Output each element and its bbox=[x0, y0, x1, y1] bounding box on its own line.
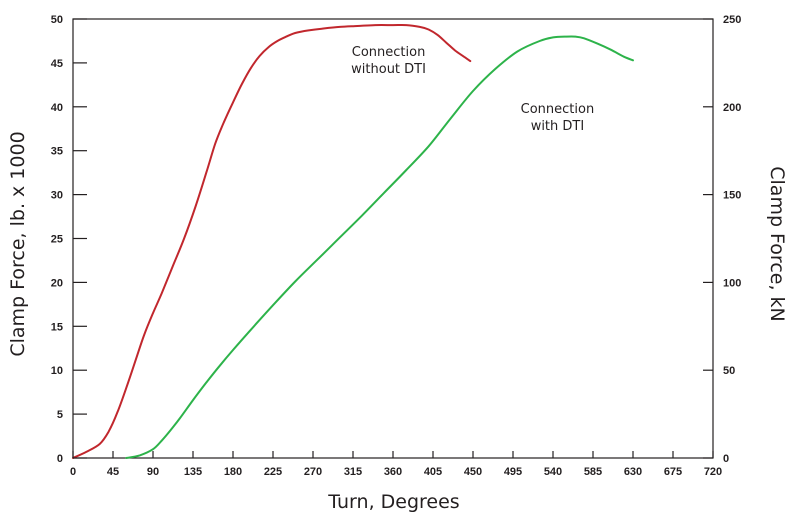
y-right-tick-label: 200 bbox=[723, 102, 741, 114]
x-tick-label: 720 bbox=[704, 466, 722, 478]
y-left-tick-label: 25 bbox=[51, 234, 63, 246]
y-left-tick-label: 50 bbox=[51, 14, 63, 26]
annotation-with-dti: Connection bbox=[521, 102, 595, 117]
y-left-tick-label: 35 bbox=[51, 146, 63, 158]
y-left-tick-label: 10 bbox=[51, 365, 63, 377]
y-right-tick-label: 100 bbox=[723, 277, 741, 289]
x-tick-label: 90 bbox=[147, 466, 159, 478]
annotation-with-dti: with DTI bbox=[531, 119, 585, 134]
x-tick-label: 315 bbox=[344, 466, 362, 478]
y-left-axis-title: Clamp Force, lb. x 1000 bbox=[7, 131, 29, 356]
x-tick-label: 180 bbox=[224, 466, 242, 478]
x-tick-label: 675 bbox=[664, 466, 682, 478]
y-right-tick-label: 50 bbox=[723, 365, 735, 377]
y-left-tick-label: 5 bbox=[57, 409, 63, 421]
x-tick-label: 630 bbox=[624, 466, 642, 478]
annotation-without-dti: without DTI bbox=[351, 62, 426, 77]
plot-border bbox=[72, 18, 714, 459]
y-left-tick-label: 0 bbox=[57, 453, 63, 465]
y-left-tick-label: 15 bbox=[51, 321, 63, 333]
x-tick-label: 405 bbox=[424, 466, 442, 478]
y-left-tick-label: 40 bbox=[51, 102, 63, 114]
annotation-layer: Connection without DTI Connection with DTI bbox=[351, 45, 594, 134]
x-axis-title: Turn, Degrees bbox=[327, 491, 459, 513]
x-tick-label: 450 bbox=[464, 466, 482, 478]
y-right-axis-title: Clamp Force, kN bbox=[766, 166, 788, 322]
plot-frame bbox=[72, 18, 714, 459]
annotation-without-dti: Connection bbox=[352, 45, 426, 60]
series-line-with-dti bbox=[125, 35, 634, 459]
y-left-tick-label: 30 bbox=[51, 190, 63, 202]
series-line-without-dti bbox=[72, 24, 472, 459]
x-tick-label: 270 bbox=[304, 466, 322, 478]
y-right-tick-label: 150 bbox=[723, 190, 741, 202]
x-tick-label: 225 bbox=[264, 466, 282, 478]
series-layer bbox=[72, 24, 634, 459]
y-left-tick-label: 45 bbox=[51, 58, 63, 70]
y-right-tick-label: 0 bbox=[723, 453, 729, 465]
x-tick-label: 540 bbox=[544, 466, 562, 478]
ticks-layer: 0 45 90 135 180 225 270 315 360 405 450 495 540 585 63… bbox=[51, 14, 742, 478]
x-tick-label: 135 bbox=[184, 466, 202, 478]
x-tick-label: 360 bbox=[384, 466, 402, 478]
y-right-tick-label: 250 bbox=[723, 14, 741, 26]
x-tick-label: 45 bbox=[107, 466, 119, 478]
x-tick-label: 0 bbox=[70, 466, 76, 478]
y-left-tick-label: 20 bbox=[51, 277, 63, 289]
x-tick-label: 585 bbox=[584, 466, 602, 478]
x-tick-label: 495 bbox=[504, 466, 522, 478]
